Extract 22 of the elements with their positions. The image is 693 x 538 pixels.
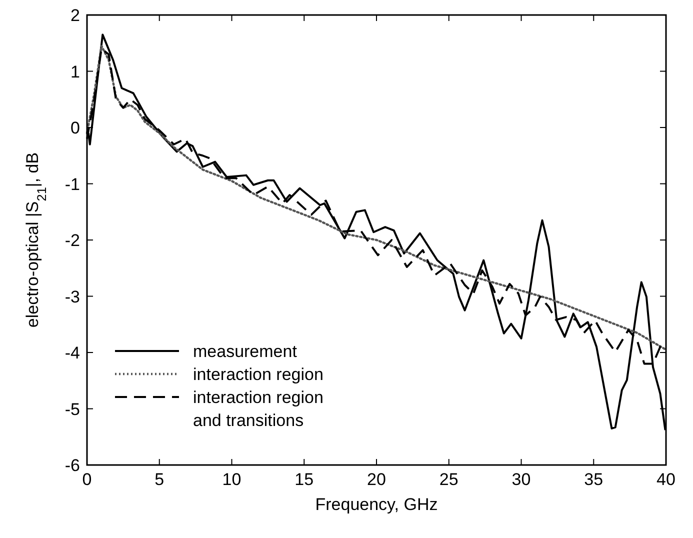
x-tick-label: 15	[294, 470, 314, 489]
legend-label: interaction region	[193, 365, 324, 384]
x-tick-label: 0	[82, 470, 92, 489]
y-tick-label: -5	[64, 400, 80, 419]
x-tick-label: 40	[656, 470, 676, 489]
x-tick-label: 20	[367, 470, 386, 489]
x-axis-title: Frequency, GHz	[315, 495, 438, 514]
x-tick-label: 10	[222, 470, 242, 489]
y-tick-label: 1	[70, 62, 80, 82]
y-tick-label: 2	[70, 6, 80, 25]
y-tick-label: -4	[64, 344, 80, 362]
y-tick-label: 0	[70, 118, 80, 138]
x-tick-label: 25	[439, 470, 458, 489]
legend-label: measurement	[193, 342, 298, 361]
legend-label: interaction region and transitions	[193, 388, 324, 430]
y-tick-label: -3	[64, 287, 80, 306]
x-tick-label: 30	[512, 470, 531, 489]
x-tick-label: 5	[154, 470, 164, 489]
y-tick-label: -1	[64, 174, 80, 194]
y-tick-label: -6	[64, 456, 80, 475]
y-tick-label: -2	[64, 231, 80, 250]
x-tick-label: 35	[584, 470, 604, 489]
